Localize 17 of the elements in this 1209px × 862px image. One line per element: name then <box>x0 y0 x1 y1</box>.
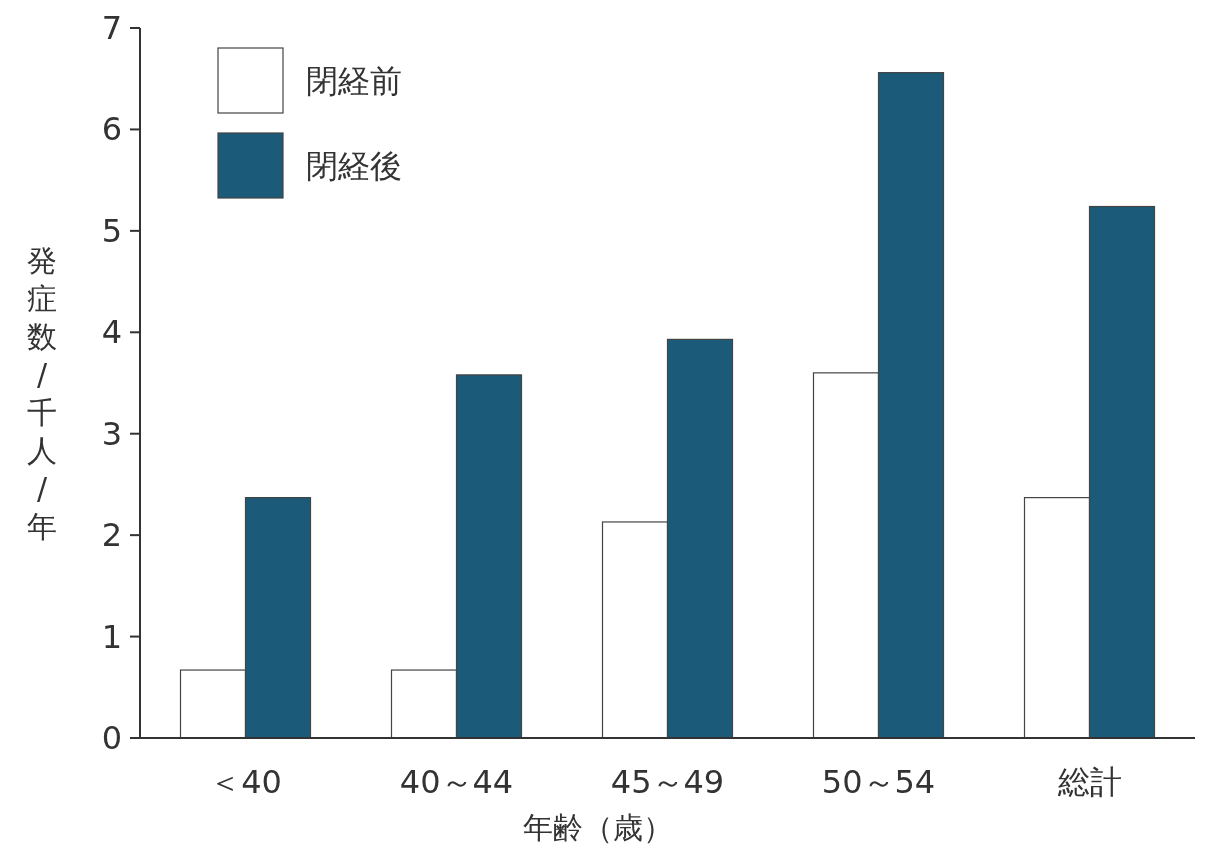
x-tick-label: 総計 <box>1056 763 1122 801</box>
x-tick-label: 45～49 <box>610 763 725 801</box>
y-tick-label: 3 <box>101 414 122 453</box>
legend-label: 閉経後 <box>306 147 402 185</box>
x-tick-label: 50～54 <box>821 763 936 801</box>
y-tick-label: 4 <box>101 313 122 352</box>
y-axis-title: 発症数/千人/年 <box>27 243 57 544</box>
y-tick-label: 2 <box>101 516 122 555</box>
legend-label: 閉経前 <box>306 62 402 100</box>
y-tick-label: 6 <box>101 110 122 149</box>
y-tick-label: 0 <box>101 719 122 757</box>
y-tick-label: 5 <box>101 211 122 250</box>
x-tick-label: ＜40 <box>209 763 282 801</box>
x-axis-title: 年齢（歳） <box>522 810 673 845</box>
y-tick-label: 7 <box>101 9 122 47</box>
y-tick-label: 1 <box>101 617 122 656</box>
x-tick-label: 40～44 <box>399 763 514 801</box>
